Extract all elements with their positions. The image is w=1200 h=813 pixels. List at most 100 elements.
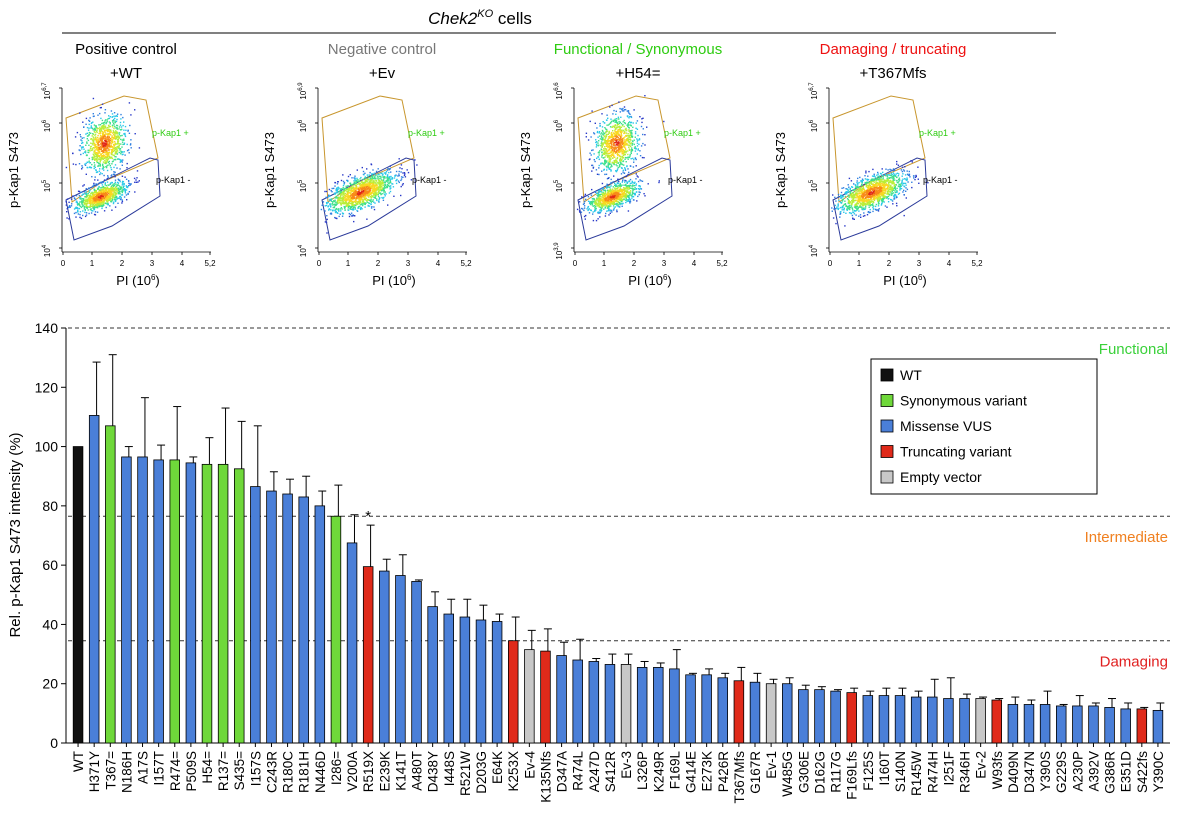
bar: [72, 446, 84, 744]
gate-positive: [65, 95, 159, 203]
chart-x-tick-label: R521W: [458, 751, 473, 796]
chart-x-tick-label: D347A: [555, 751, 570, 792]
chart-y-tick-label: 60: [42, 557, 58, 573]
legend-label: Empty vector: [900, 469, 982, 485]
gate-negative: [65, 157, 161, 241]
bar: [362, 566, 374, 744]
chart-x-tick-label: E273K: [700, 751, 715, 792]
bar: [669, 668, 680, 744]
chart-x-tick-label: K141T: [393, 751, 408, 791]
chart-x-tick-label: D203G: [474, 751, 489, 794]
bar: [814, 689, 825, 744]
bar: [894, 695, 906, 744]
bar: [314, 505, 326, 744]
chart-x-tick-label: Ev-4: [522, 751, 537, 779]
flow-panel: Functional / Synonymous +H54= 0 1 2 3 4 5,2 PI (…: [518, 41, 728, 288]
legend-swatch: [880, 368, 894, 382]
bar: [266, 490, 277, 744]
flow-panel: Positive control +WT 0 1 2 3 4 5,2 PI (106) 106,7…: [6, 41, 216, 288]
gate-positive-label: p-Kap1 +: [408, 128, 445, 138]
bar: [185, 462, 197, 744]
chart-y-label: Rel. p-Kap1 S473 intensity (%): [7, 432, 24, 637]
bar: [427, 606, 438, 744]
bar: [798, 689, 809, 744]
bar: [862, 695, 874, 744]
chart-x-tick-label: A480T: [410, 751, 425, 791]
legend: WT Synonymous variant Missense VUS Truncati…: [870, 358, 1098, 495]
flow-y-tick-label: 106: [42, 119, 52, 132]
chart-x-tick-label: D409N: [1006, 751, 1021, 793]
bar: [507, 640, 519, 744]
flow-y-tick-label: 105: [42, 179, 52, 192]
chart-x-tick-label: I157T: [152, 751, 167, 786]
flow-panel-sample: +H54=: [615, 65, 660, 82]
flow-x-tick-label: 2: [632, 259, 637, 268]
chart-x-tick-label: R474H: [925, 751, 940, 793]
chart-x-tick-label: G306E: [796, 751, 811, 793]
bar: [524, 649, 535, 744]
bar: [105, 425, 116, 744]
chart-x-tick-label: I251F: [941, 751, 956, 786]
chart-x-tick-label: R474=: [168, 751, 183, 791]
legend-box: [870, 358, 1098, 495]
flow-x-tick-label: 5,2: [971, 259, 983, 268]
flow-x-tick-label: 1: [602, 259, 607, 268]
chart-x-tick-label: I448S: [442, 751, 457, 786]
bar: [201, 463, 213, 744]
chart-x-tick-label: A17S: [136, 751, 151, 784]
bar: [250, 486, 261, 744]
chart-x-tick-label: F169Lfs: [845, 751, 860, 800]
chart-x-tick-label: R346H: [958, 751, 973, 793]
flow-y-tick-label: 105: [554, 179, 564, 192]
legend-label: Synonymous variant: [900, 393, 1027, 409]
bar: [169, 459, 180, 744]
chart-y-tick-label: 100: [35, 439, 59, 455]
bar: [572, 659, 583, 744]
bar: [1039, 704, 1051, 744]
bar: [1088, 705, 1099, 744]
flow-x-tick-label: 2: [887, 259, 892, 268]
chart-y-tick-label: 140: [35, 320, 59, 336]
flow-y-label: p-Kap1 S473: [262, 132, 277, 208]
bar: [346, 542, 358, 744]
chart-x-tick-label: E64K: [490, 751, 505, 784]
gate-negative: [321, 157, 417, 241]
chart-x-tick-label: G167R: [748, 751, 763, 794]
bar: [233, 468, 245, 744]
legend-swatch: [880, 419, 894, 433]
bar: [653, 667, 664, 744]
bar: [765, 683, 777, 744]
chart-x-tick-label: K135Nfs: [538, 751, 553, 803]
legend-label: Truncating variant: [900, 444, 1012, 460]
bar: [636, 667, 648, 744]
flow-y-tick-label: 106: [298, 119, 308, 132]
flow-x-tick-label: 3: [917, 259, 922, 268]
flow-x-tick-label: 0: [317, 259, 322, 268]
flow-y-tick-label: 106,9: [298, 82, 308, 100]
flow-y-label: p-Kap1 S473: [518, 132, 533, 208]
bar: [1104, 707, 1115, 744]
flow-x-tick-label: 3: [662, 259, 667, 268]
flow-x-tick-label: 0: [828, 259, 833, 268]
chart-x-tick-label: R137=: [216, 751, 231, 791]
bar: [846, 692, 857, 744]
chart-x-tick-label: R474L: [571, 751, 586, 791]
chart-x-tick-label: D438Y: [426, 751, 441, 792]
flow-y-label: p-Kap1 S473: [773, 132, 788, 208]
chart-x-tick-label: K253X: [506, 751, 521, 792]
chart-x-tick-label: W93fs: [990, 751, 1005, 790]
flow-x-label: PI (106): [628, 273, 671, 288]
bar: [910, 696, 922, 744]
flow-panel-sample: +T367Mfs: [859, 65, 926, 82]
chart-x-tick-label: P509S: [184, 751, 199, 792]
legend-label: Missense VUS: [900, 418, 992, 434]
chart-x-tick-label: H371Y: [87, 751, 102, 792]
bar: [878, 695, 890, 744]
flow-dots: [320, 158, 418, 234]
chart-y-tick-label: 20: [42, 676, 58, 692]
bar: [1023, 704, 1035, 744]
flow-y-tick-label: 103,9: [554, 242, 564, 260]
flow-x-tick-label: 0: [61, 259, 66, 268]
flow-y-tick-label: 106: [809, 119, 819, 132]
chart-x-tick-label: L326P: [635, 751, 650, 790]
